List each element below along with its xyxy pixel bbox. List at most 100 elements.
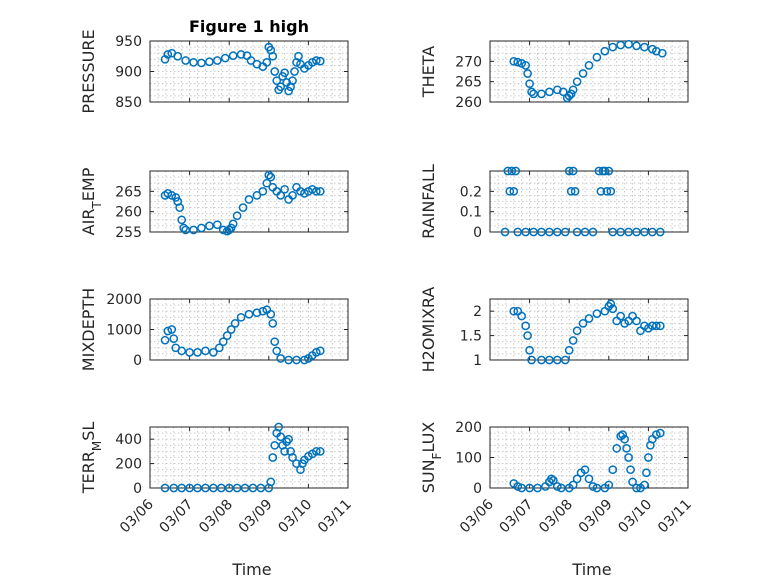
data-point bbox=[270, 337, 280, 347]
y-tick-label: 0 bbox=[133, 481, 142, 497]
data-point bbox=[572, 326, 582, 336]
data-point bbox=[288, 453, 297, 462]
x-tick-label: 03/07 bbox=[157, 497, 197, 537]
data-point bbox=[580, 465, 590, 475]
data-point bbox=[238, 203, 248, 212]
data-point bbox=[507, 166, 517, 176]
data-point bbox=[268, 453, 278, 462]
data-point bbox=[657, 48, 667, 58]
data-point bbox=[315, 186, 325, 196]
x-tick-label: 03/08 bbox=[196, 497, 236, 537]
y-tick-label: 100 bbox=[455, 451, 482, 467]
data-point bbox=[232, 211, 242, 221]
data-point bbox=[290, 67, 299, 76]
y-tick-label: 0 bbox=[473, 481, 482, 497]
data-point bbox=[177, 346, 187, 356]
data-point bbox=[244, 309, 254, 319]
data-series bbox=[509, 39, 667, 103]
data-point bbox=[640, 42, 649, 52]
y-axis-label: H2OMIXRA bbox=[419, 287, 438, 373]
data-point bbox=[160, 483, 170, 493]
data-point bbox=[588, 227, 598, 237]
data-point bbox=[511, 166, 521, 176]
data-point bbox=[606, 299, 616, 309]
x-axis-label: Time bbox=[231, 560, 271, 579]
axes-frame bbox=[489, 298, 689, 361]
data-point bbox=[564, 345, 574, 355]
y-tick-label: 0 bbox=[473, 225, 482, 241]
subplot-4: 0 0.1 0.2 RAINFALL bbox=[419, 164, 689, 241]
data-point bbox=[212, 56, 222, 65]
data-point bbox=[280, 447, 289, 456]
subplot-5: 0 1000 2000 MIXDEPTH bbox=[79, 288, 349, 371]
data-point bbox=[315, 346, 325, 356]
data-point bbox=[311, 447, 321, 456]
data-point bbox=[163, 326, 173, 336]
data-point bbox=[209, 348, 218, 357]
y-axis-label: RAINFALL bbox=[419, 164, 438, 239]
data-point bbox=[268, 51, 278, 61]
subplot-8: 0 100 200 SUNFLUX 03/06 03/07 03/08 03/09 03/10 0… bbox=[419, 420, 695, 579]
data-point bbox=[262, 178, 272, 188]
data-point bbox=[618, 430, 628, 439]
x-tick-label: 03/06 bbox=[117, 496, 157, 536]
data-point bbox=[220, 53, 230, 63]
x-tick-label: 03/06 bbox=[457, 496, 497, 536]
data-point bbox=[592, 52, 602, 62]
data-point bbox=[584, 474, 594, 484]
y-axis-label: AIRTEMP bbox=[79, 167, 104, 235]
data-point bbox=[616, 311, 626, 321]
y-tick-label: 265 bbox=[455, 75, 482, 91]
data-point bbox=[181, 56, 190, 65]
data-point bbox=[270, 67, 280, 76]
data-point bbox=[592, 309, 602, 318]
data-point bbox=[640, 480, 649, 490]
x-tick-label: 03/10 bbox=[615, 497, 655, 537]
data-point bbox=[594, 166, 604, 176]
data-point bbox=[276, 191, 286, 200]
chart-title: Figure 1 high bbox=[189, 17, 309, 36]
data-point bbox=[521, 61, 530, 70]
y-tick-label: 1 bbox=[473, 353, 482, 369]
data-point bbox=[600, 46, 610, 56]
data-point bbox=[201, 346, 210, 356]
data-point bbox=[628, 477, 637, 487]
data-point bbox=[205, 57, 214, 67]
data-point bbox=[572, 77, 582, 87]
data-point bbox=[624, 39, 633, 49]
data-point bbox=[276, 354, 286, 363]
data-point bbox=[212, 220, 222, 230]
y-tick-label: 950 bbox=[115, 34, 142, 50]
data-point bbox=[280, 68, 289, 78]
data-point bbox=[226, 325, 236, 334]
data-point bbox=[276, 82, 286, 92]
data-point bbox=[294, 51, 303, 61]
data-point bbox=[608, 42, 618, 52]
data-point bbox=[604, 166, 614, 176]
data-point bbox=[236, 50, 246, 59]
data-point bbox=[222, 331, 232, 340]
x-axis-label: Time bbox=[571, 560, 611, 579]
data-point bbox=[282, 437, 291, 446]
y-axis-label: SUNFLUX bbox=[419, 422, 444, 494]
y-tick-label: 265 bbox=[115, 184, 142, 200]
data-point bbox=[280, 184, 289, 194]
data-point bbox=[252, 191, 262, 200]
data-point bbox=[642, 468, 651, 478]
data-point bbox=[584, 61, 594, 70]
data-point bbox=[523, 69, 532, 78]
data-point bbox=[274, 422, 284, 432]
x-tick-label: 03/11 bbox=[655, 497, 695, 537]
data-point bbox=[193, 348, 202, 357]
data-point bbox=[272, 76, 282, 86]
data-point bbox=[644, 453, 653, 462]
x-tick-label: 03/09 bbox=[236, 497, 276, 537]
data-point bbox=[288, 76, 297, 86]
data-point bbox=[588, 482, 598, 491]
data-point bbox=[266, 477, 276, 487]
data-point bbox=[163, 50, 173, 59]
x-tick-label: 03/09 bbox=[576, 497, 616, 537]
y-tick-label: 1.5 bbox=[460, 329, 482, 345]
data-point bbox=[632, 316, 641, 326]
